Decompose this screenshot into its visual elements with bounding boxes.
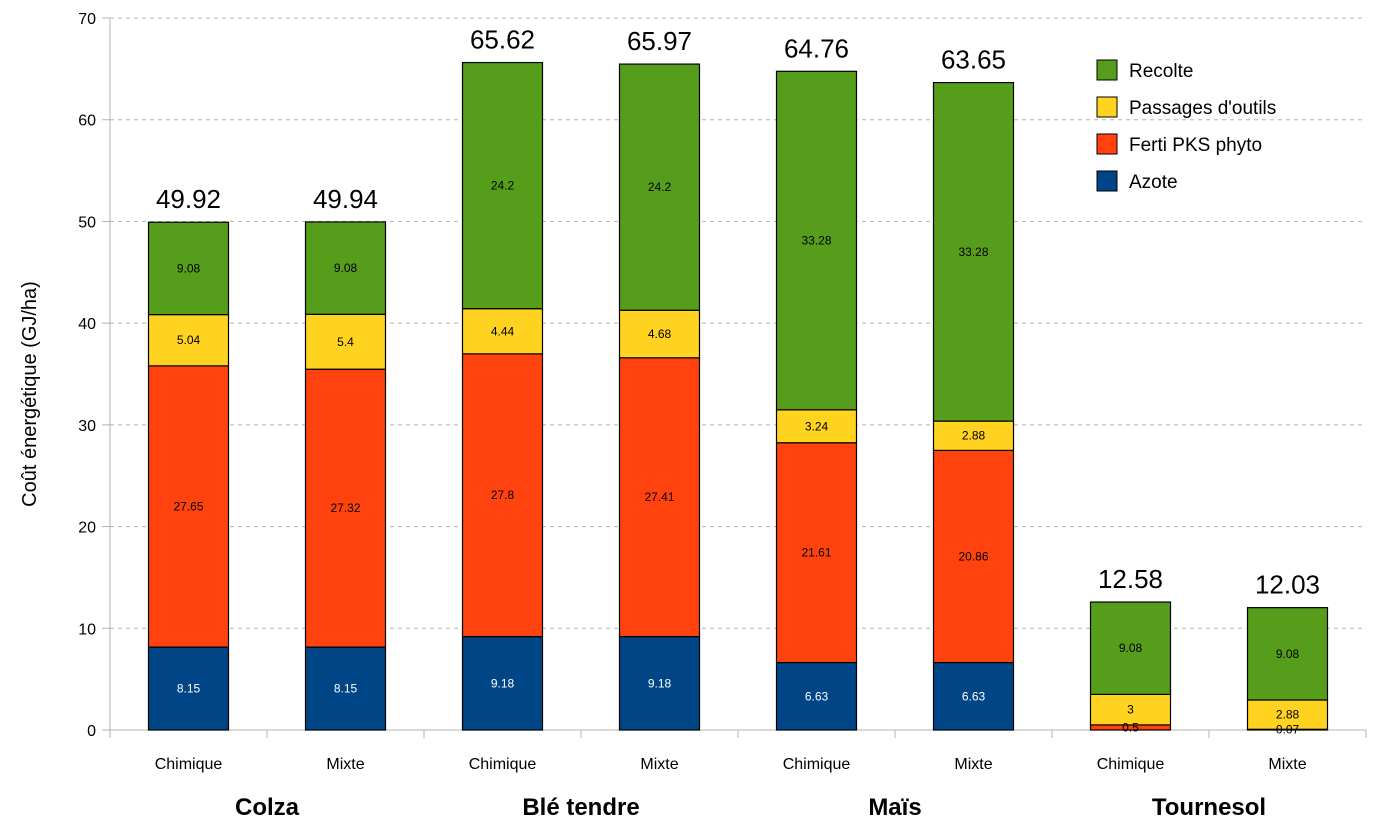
group-label: Colza: [235, 794, 300, 821]
bars: [149, 63, 1328, 730]
segment-value-label: 20.86: [958, 549, 988, 563]
y-tick-label: 70: [78, 11, 96, 28]
segment-value-label: 9.18: [648, 676, 672, 690]
axes: 0 10 20 30 40 50 60 70 Chimique Mixte Chimique Mixt…: [78, 11, 1366, 821]
segment-value-label: 9.08: [177, 261, 201, 275]
legend-entry: Azote: [1129, 172, 1178, 193]
segment-value-label: 0.5: [1122, 720, 1139, 734]
segment-value-label: 27.8: [491, 488, 515, 502]
segment-value-label: 3: [1127, 703, 1134, 717]
x-tick-label: Mixte: [640, 756, 678, 773]
y-tick-label: 40: [78, 316, 96, 333]
legend: Recolte Passages d'outils Ferti PKS phyto A…: [1097, 60, 1276, 193]
segment-value-label: 6.63: [805, 689, 829, 703]
group-label: Blé tendre: [522, 794, 639, 821]
total-value-label: 65.97: [627, 26, 692, 56]
segment-value-label: 8.15: [177, 682, 201, 696]
segment-value-label: 4.68: [648, 327, 672, 341]
legend-swatch: [1097, 60, 1117, 80]
segment-value-label: 33.28: [958, 245, 988, 259]
segment-value-label: 9.08: [1276, 647, 1300, 661]
y-tick-label: 60: [78, 113, 96, 130]
x-tick-label: Chimique: [155, 756, 223, 773]
legend-entry: Passages d'outils: [1129, 98, 1276, 119]
segment-value-label: 33.28: [801, 234, 831, 248]
legend-entry: Ferti PKS phyto: [1129, 135, 1262, 156]
segment-value-label: 8.15: [334, 682, 358, 696]
y-axis-label: Coût énergétique (GJ/ha): [19, 281, 41, 507]
legend-entry: Recolte: [1129, 61, 1193, 82]
legend-swatch: [1097, 134, 1117, 154]
segment-value-label: 9.08: [1119, 641, 1143, 655]
x-tick-label: Mixte: [1268, 756, 1306, 773]
total-value-label: 49.92: [156, 184, 221, 214]
segment-value-label: 21.61: [801, 546, 831, 560]
segment-value-label: 9.08: [334, 261, 358, 275]
total-value-label: 65.62: [470, 25, 535, 55]
segment-value-label: 24.2: [491, 179, 515, 193]
segment-value-label: 24.2: [648, 180, 672, 194]
total-value-label: 49.94: [313, 184, 378, 214]
segment-value-label: 2.88: [962, 429, 986, 443]
group-label: Maïs: [868, 794, 921, 821]
y-tick-label: 20: [78, 520, 96, 537]
segment-value-label: 3.24: [805, 419, 829, 433]
total-value-label: 12.03: [1255, 570, 1320, 600]
legend-swatch: [1097, 171, 1117, 191]
x-tick-label: Chimique: [783, 756, 851, 773]
total-value-label: 63.65: [941, 45, 1006, 75]
group-label: Tournesol: [1152, 794, 1266, 821]
segment-value-label: 4.44: [491, 324, 515, 338]
x-tick-label: Chimique: [1097, 756, 1165, 773]
segment-value-label: 6.63: [962, 689, 986, 703]
y-tick-label: 50: [78, 214, 96, 231]
segment-value-label: 9.18: [491, 676, 515, 690]
segment-value-label: 27.41: [644, 490, 674, 504]
segment-value-label: 27.32: [330, 501, 360, 515]
total-value-label: 12.58: [1098, 564, 1163, 594]
segment-value-label: 5.4: [337, 335, 354, 349]
x-tick-label: Mixte: [326, 756, 364, 773]
legend-swatch: [1097, 97, 1117, 117]
y-tick-label: 30: [78, 418, 96, 435]
y-tick-label: 10: [78, 621, 96, 638]
y-tick-label: 0: [87, 723, 96, 740]
x-tick-label: Chimique: [469, 756, 537, 773]
segment-value-label: 2.88: [1276, 708, 1300, 722]
segment-value-label: 5.04: [177, 333, 201, 347]
x-tick-label: Mixte: [954, 756, 992, 773]
segment-value-label: 0.07: [1276, 723, 1300, 737]
total-value-label: 64.76: [784, 33, 849, 63]
segment-value-label: 27.65: [173, 499, 203, 513]
